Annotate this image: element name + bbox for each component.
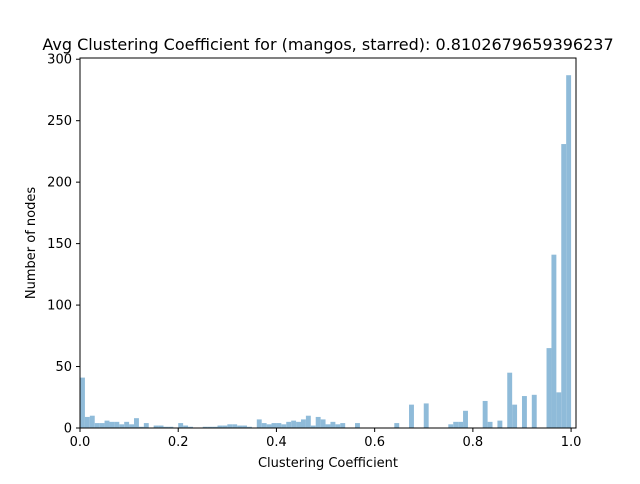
histogram-bar <box>178 423 184 428</box>
x-tick-label: 0.0 <box>70 435 91 450</box>
histogram-bar <box>158 425 164 428</box>
x-axis-ticks: 0.0 0.2 0.4 0.6 0.8 1.0 <box>70 428 582 450</box>
histogram-bar <box>129 424 135 428</box>
y-tick-label: 300 <box>47 53 72 68</box>
histogram-bar <box>84 416 90 428</box>
histogram-bar <box>521 396 527 428</box>
histogram-bar <box>134 418 139 428</box>
histogram-bar <box>546 348 552 428</box>
histogram-bar <box>286 421 292 428</box>
histogram-bar <box>242 425 247 428</box>
histogram-bar <box>394 423 400 428</box>
histogram-bar <box>531 394 537 428</box>
histogram-bar <box>448 424 454 428</box>
histogram-bar <box>80 377 85 428</box>
histogram-bar <box>237 425 243 428</box>
y-axis-label: Number of nodes <box>24 187 39 299</box>
y-tick-label: 250 <box>47 114 72 129</box>
y-tick-label: 100 <box>47 299 72 314</box>
histogram-bar <box>487 421 493 428</box>
histogram-bar <box>551 254 557 428</box>
y-tick-label: 150 <box>47 237 72 252</box>
histogram-bar <box>202 426 208 428</box>
histogram-bar <box>119 424 125 428</box>
histogram-bar <box>458 421 464 428</box>
histogram-bar <box>232 424 238 428</box>
histogram-bar <box>355 423 360 428</box>
histogram-bar <box>296 421 301 428</box>
y-tick-label: 200 <box>47 176 72 191</box>
histogram-bar <box>183 425 189 428</box>
histogram-bar <box>463 410 468 428</box>
histogram-bar <box>330 421 336 428</box>
histogram-bar <box>266 424 272 428</box>
histogram-bar <box>138 426 144 428</box>
axes-frame <box>79 57 577 429</box>
histogram-bar <box>124 421 130 428</box>
histogram-bar <box>227 424 233 428</box>
histogram-bar <box>320 419 326 428</box>
histogram-bar <box>168 426 174 428</box>
histogram-bar <box>482 400 488 428</box>
histogram-bar <box>217 425 223 428</box>
histogram-bar <box>89 415 95 428</box>
y-axis-ticks: 0 50 100 150 200 250 300 <box>47 53 80 437</box>
histogram-bar <box>261 423 267 428</box>
histogram-bar <box>453 421 459 428</box>
histogram-bar <box>256 419 262 428</box>
histogram-bars <box>80 75 572 429</box>
x-tick-label: 0.6 <box>364 435 385 450</box>
histogram-bar <box>335 424 341 428</box>
histogram-bar <box>281 424 287 428</box>
histogram-bar <box>556 392 562 428</box>
histogram-bar <box>143 423 149 428</box>
histogram-bar <box>409 404 414 428</box>
x-tick-label: 0.4 <box>266 435 287 450</box>
histogram-bar <box>423 403 429 428</box>
chart-title: Avg Clustering Coefficient for (mangos, … <box>42 35 613 54</box>
x-axis-label: Clustering Coefficient <box>258 456 398 471</box>
histogram-bar <box>246 426 252 428</box>
histogram-bar <box>222 425 228 428</box>
histogram-bar <box>315 416 321 428</box>
histogram-bar <box>291 420 297 428</box>
x-tick-label: 1.0 <box>561 435 582 450</box>
histogram-bar <box>507 372 513 428</box>
histogram-bar <box>104 420 110 428</box>
histogram-bar <box>109 421 115 428</box>
histogram-bar <box>325 424 331 428</box>
histogram-bar <box>561 144 567 428</box>
histogram-bar <box>300 419 306 428</box>
histogram-bar <box>163 426 169 428</box>
histogram-bar <box>276 423 282 428</box>
y-tick-label: 50 <box>55 360 72 375</box>
histogram-bar <box>512 404 518 428</box>
x-tick-label: 0.2 <box>168 435 189 450</box>
x-tick-label: 0.8 <box>463 435 484 450</box>
histogram-bar <box>212 426 218 428</box>
histogram-bar <box>271 423 277 428</box>
histogram-bar <box>310 425 316 428</box>
histogram-bar <box>340 423 346 428</box>
histogram-bar <box>94 423 100 428</box>
y-tick-label: 0 <box>64 422 72 437</box>
histogram-bar <box>114 421 120 428</box>
histogram-bar <box>305 415 311 428</box>
histogram-bar <box>153 425 159 428</box>
histogram-bar <box>99 423 105 428</box>
histogram-bar <box>566 75 572 429</box>
histogram-bar <box>188 426 193 428</box>
histogram-bar <box>207 426 213 428</box>
histogram-bar <box>497 420 503 428</box>
